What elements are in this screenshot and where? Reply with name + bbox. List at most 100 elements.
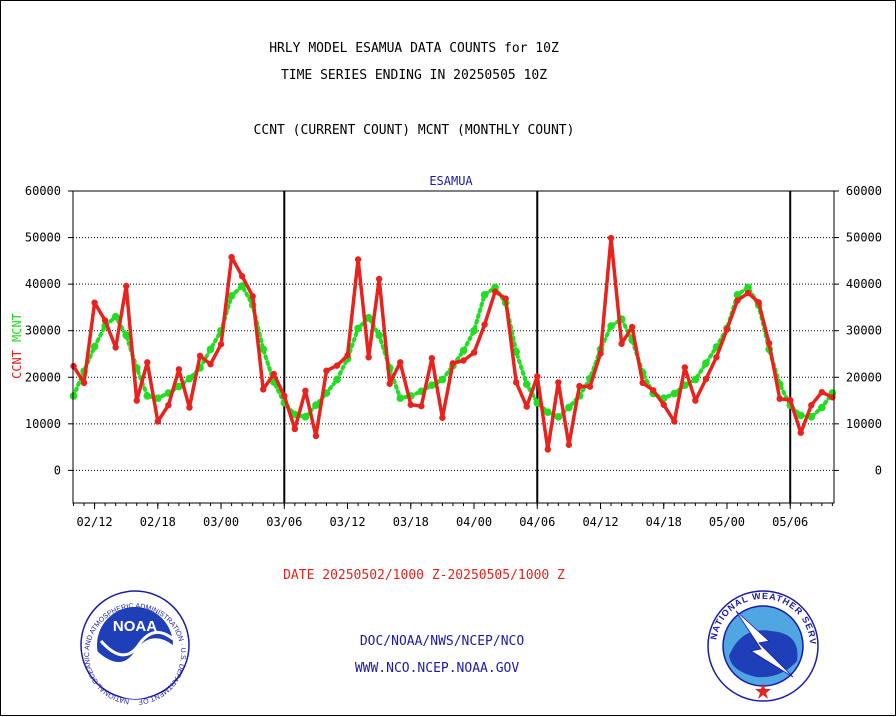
- data-point: [301, 413, 310, 421]
- data-point: [702, 359, 710, 368]
- x-tick-label: 05/00: [709, 515, 745, 529]
- x-tick-label: 03/12: [329, 515, 365, 529]
- data-point: [312, 401, 320, 410]
- x-tick-label: 04/12: [582, 515, 618, 529]
- x-tick-label: 03/18: [393, 515, 429, 529]
- data-point: [670, 389, 679, 398]
- chart-title-line1: HRLY MODEL ESAMUA DATA COUNTS for 10Z: [269, 41, 559, 56]
- data-point: [765, 340, 773, 347]
- y-tick-label-left: 20000: [25, 370, 61, 384]
- data-point: [534, 373, 541, 380]
- data-point: [818, 388, 826, 396]
- data-point: [281, 392, 288, 400]
- x-tick-label: 03/00: [203, 515, 239, 529]
- data-point: [544, 408, 552, 416]
- data-point: [112, 344, 119, 351]
- footer-website[interactable]: WWW.NCO.NCEP.NOAA.GOV: [355, 661, 520, 676]
- data-point: [681, 364, 689, 371]
- y-ticks-right: 0 10000 20000 30000 40000 50000 60000: [834, 184, 882, 477]
- data-point: [713, 354, 720, 361]
- y-tick-label-right: 20000: [846, 370, 882, 384]
- data-point: [639, 379, 646, 387]
- data-point: [618, 340, 625, 347]
- data-point: [607, 322, 615, 330]
- day-boundary-lines: [283, 191, 792, 503]
- data-point: [597, 350, 604, 357]
- data-point: [829, 394, 836, 401]
- y-tick-label-left: 60000: [25, 184, 61, 198]
- data-point: [565, 441, 573, 448]
- series-ccnt: [70, 234, 836, 453]
- x-tick-label: 03/06: [266, 515, 302, 529]
- noaa-logo-icon: NOAA NATIONAL OCEANIC AND ATMOSPHERIC AD…: [1, 1, 190, 705]
- data-point: [259, 345, 268, 354]
- data-point: [544, 446, 551, 453]
- data-point: [375, 275, 383, 283]
- data-point: [228, 253, 235, 261]
- data-point: [755, 299, 762, 306]
- data-point: [449, 360, 457, 367]
- data-point: [133, 397, 140, 404]
- data-point: [480, 291, 489, 299]
- noaa-logo-text: NOAA: [113, 618, 157, 635]
- data-point: [671, 418, 678, 425]
- data-point: [744, 289, 752, 297]
- data-point: [470, 349, 478, 356]
- date-range-label: DATE 20250502/1000 Z-20250505/1000 Z: [283, 568, 565, 583]
- nws-ring-path: NATIONAL WEATHER SERVICE: [1, 1, 817, 646]
- svg-text:CCNTMCNT: CCNT MCNT: [10, 313, 24, 379]
- data-point: [312, 432, 320, 440]
- data-point: [470, 326, 478, 335]
- data-point: [333, 362, 341, 369]
- chart-title-line2: TIME SERIES ENDING IN 20250505 10Z: [281, 68, 547, 83]
- data-point: [333, 375, 341, 384]
- y-tick-label-left: 40000: [25, 277, 61, 291]
- data-point: [796, 411, 805, 420]
- data-point: [733, 291, 742, 299]
- data-point: [111, 312, 120, 321]
- data-point: [154, 394, 162, 403]
- footer-agency[interactable]: DOC/NOAA/NWS/NCEP/NCO: [360, 634, 525, 649]
- data-point: [80, 379, 88, 387]
- data-point: [576, 382, 583, 390]
- data-point: [238, 273, 246, 280]
- data-point: [260, 386, 267, 393]
- data-point: [175, 366, 183, 373]
- y-tick-label-left: 10000: [25, 417, 61, 431]
- nws-logo-ring-text: NATIONAL WEATHER SERVICE: [1, 1, 818, 646]
- data-point: [565, 403, 573, 412]
- y-tick-label-right: 50000: [846, 231, 882, 245]
- data-point: [818, 403, 826, 412]
- data-point: [428, 381, 436, 389]
- data-point: [386, 380, 393, 387]
- y-ticks-left: 0 10000 20000 30000 40000 50000 60000: [25, 184, 73, 477]
- data-point: [554, 413, 563, 421]
- y-tick-label-right: 10000: [846, 417, 882, 431]
- data-point: [185, 374, 194, 383]
- y-tick-label-left: 50000: [25, 231, 61, 245]
- plot-border: [72, 190, 835, 504]
- data-point: [165, 402, 172, 409]
- data-point: [660, 401, 667, 408]
- x-tick-label: 04/00: [456, 515, 492, 529]
- data-point: [344, 352, 351, 359]
- x-tick-label: 02/12: [77, 515, 113, 529]
- data-point: [438, 375, 447, 384]
- data-point: [723, 326, 731, 333]
- data-point: [586, 383, 594, 390]
- y-tick-label-left: 30000: [25, 324, 61, 338]
- data-point: [302, 387, 309, 394]
- data-point: [227, 291, 236, 300]
- data-point: [808, 402, 815, 409]
- data-point: [650, 387, 657, 394]
- data-point: [101, 317, 109, 324]
- data-point: [291, 425, 299, 433]
- data-point: [481, 321, 488, 328]
- data-point: [702, 375, 710, 383]
- data-point: [460, 357, 467, 364]
- data-point: [196, 352, 204, 360]
- data-point: [354, 256, 362, 263]
- y-axis-label: CCNT MCNT: [10, 313, 24, 379]
- y-axis-label-mcnt: MCNT: [10, 313, 24, 342]
